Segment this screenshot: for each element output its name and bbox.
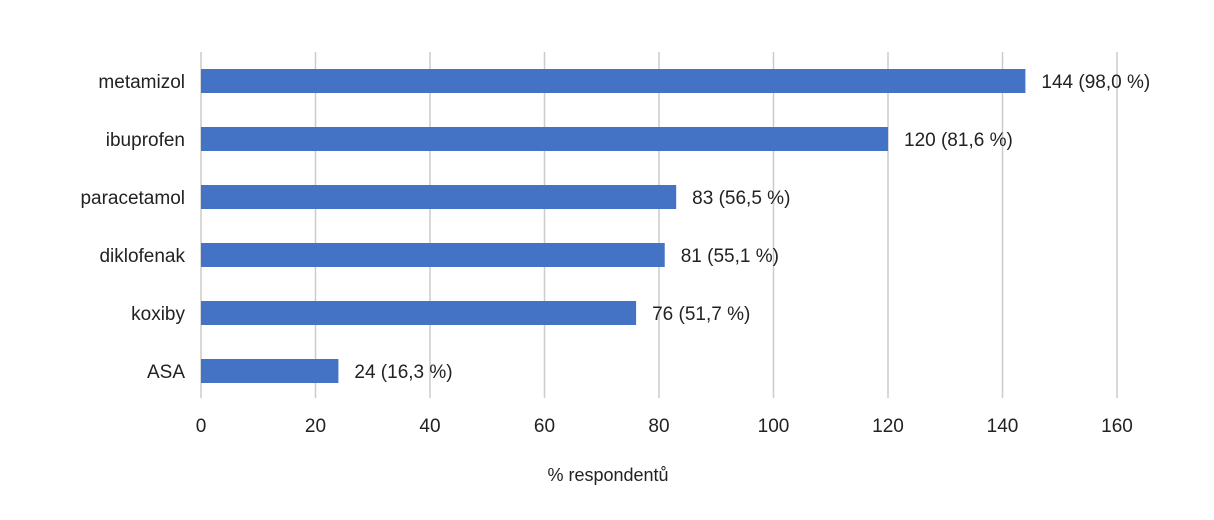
category-label: paracetamol [80, 188, 185, 209]
data-labels: 144 (98,0 %) 120 (81,6 %) 83 (56,5 %) 81 (5… [354, 72, 1150, 383]
bars [201, 69, 1026, 383]
x-tick-label: 140 [987, 416, 1019, 437]
bar-asa [201, 359, 339, 383]
x-tick-label: 120 [872, 416, 904, 437]
data-label: 120 (81,6 %) [904, 130, 1013, 151]
data-label: 144 (98,0 %) [1041, 72, 1150, 93]
category-labels: metamizol ibuprofen paracetamol diklofenak k… [80, 72, 185, 383]
x-tick-label: 80 [648, 416, 669, 437]
data-label: 76 (51,7 %) [652, 304, 750, 325]
x-tick-label: 160 [1101, 416, 1133, 437]
data-label: 83 (56,5 %) [692, 188, 790, 209]
bar-metamizol [201, 69, 1026, 93]
category-label: ASA [147, 362, 185, 383]
x-tick-label: 20 [305, 416, 326, 437]
x-tick-label: 0 [196, 416, 207, 437]
bar-koxiby [201, 301, 637, 325]
x-tick-label: 40 [419, 416, 440, 437]
x-axis-title: % respondentů [547, 465, 668, 485]
category-label: ibuprofen [106, 130, 185, 151]
gridlines [200, 52, 1118, 398]
category-label: metamizol [98, 72, 185, 93]
category-label: koxiby [131, 304, 185, 325]
data-label: 24 (16,3 %) [354, 362, 452, 383]
x-tick-label: 100 [758, 416, 790, 437]
bar-diklofenak [201, 243, 665, 267]
x-tick-label: 60 [534, 416, 555, 437]
bar-paracetamol [201, 185, 677, 209]
data-label: 81 (55,1 %) [681, 246, 779, 267]
x-axis-ticks: 0 20 40 60 80 100 120 140 160 [196, 416, 1133, 437]
bar-ibuprofen [201, 127, 888, 151]
category-label: diklofenak [99, 246, 185, 267]
